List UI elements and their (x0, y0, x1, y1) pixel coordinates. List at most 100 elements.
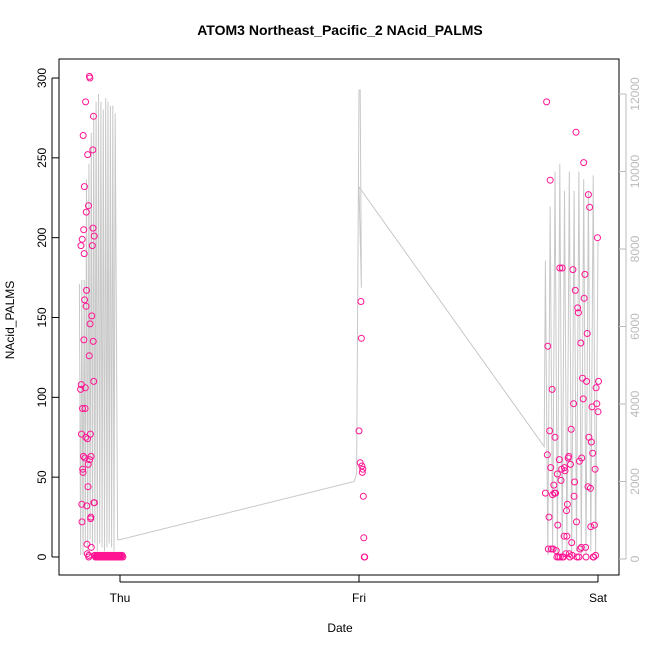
data-point (553, 553, 561, 561)
data-point (556, 264, 564, 272)
data-point (82, 208, 90, 216)
data-point (548, 385, 556, 393)
data-point (86, 74, 94, 82)
y2-tick-label: 12000 (628, 77, 642, 111)
data-point (357, 298, 365, 305)
data-point (594, 408, 602, 416)
points-layer (77, 72, 602, 561)
y-tick-label: 150 (35, 307, 49, 327)
data-point (572, 128, 580, 136)
data-point (77, 242, 85, 250)
y-tick-label: 0 (35, 553, 49, 560)
data-point (361, 553, 369, 561)
data-point (79, 465, 87, 473)
data-point (573, 553, 581, 561)
data-point (85, 352, 93, 360)
data-point (584, 191, 592, 199)
y2-tick-label: 2000 (628, 468, 642, 495)
data-point (594, 234, 601, 242)
data-point (78, 235, 86, 243)
data-point (571, 478, 579, 486)
data-point (569, 266, 577, 274)
data-point (87, 513, 95, 521)
data-point (587, 438, 595, 446)
secondary-line-layer (78, 89, 599, 556)
data-point (582, 543, 590, 551)
secondary-series-line (78, 89, 599, 556)
data-point (82, 433, 90, 441)
data-point (551, 433, 559, 441)
data-point (574, 309, 582, 317)
data-point (546, 427, 554, 435)
data-point (567, 425, 575, 433)
data-point (78, 518, 86, 526)
data-point (595, 377, 602, 385)
data-point (89, 146, 97, 154)
data-point (81, 384, 89, 392)
y-tick-label: 100 (35, 387, 49, 407)
data-point (588, 403, 596, 411)
data-point (556, 553, 564, 561)
data-point (359, 465, 367, 473)
data-point (592, 384, 600, 392)
data-point (563, 507, 570, 515)
data-point (550, 481, 558, 489)
data-point (358, 468, 366, 476)
data-point (554, 521, 562, 529)
data-point (570, 492, 578, 500)
data-point (593, 400, 601, 408)
y2-tick-label: 8000 (628, 235, 642, 262)
data-point (86, 320, 94, 328)
data-point (82, 302, 90, 310)
data-point (561, 467, 569, 475)
data-point (87, 452, 95, 460)
data-point (547, 464, 555, 472)
data-point (582, 553, 590, 561)
data-point (85, 202, 92, 210)
y-tick-label: 50 (35, 470, 49, 484)
data-point (568, 551, 576, 559)
data-point (581, 270, 589, 278)
y2-tick-label: 6000 (628, 313, 642, 340)
data-point (586, 203, 594, 211)
data-point (543, 98, 551, 106)
data-point (553, 470, 561, 478)
data-point (80, 336, 88, 344)
data-point (543, 451, 551, 459)
data-point (558, 264, 566, 272)
data-point (119, 553, 127, 561)
data-point (90, 377, 98, 385)
data-point (79, 452, 87, 460)
data-point (357, 334, 365, 342)
data-point (578, 454, 586, 462)
y2-tick-label: 4000 (628, 390, 642, 417)
data-point (89, 337, 97, 345)
data-point (551, 489, 558, 497)
data-point (574, 304, 582, 312)
data-point (563, 500, 571, 508)
data-point (544, 342, 552, 350)
data-point (90, 232, 98, 240)
y-tick-label: 300 (35, 68, 49, 88)
axes-layer: 0 50 100 150 200 250 300 0 2000 4000 6000 8000 10000… (35, 58, 642, 605)
data-point (81, 405, 89, 412)
data-point (560, 532, 568, 540)
data-point (80, 250, 88, 258)
data-point (83, 550, 91, 558)
data-point (360, 534, 368, 542)
x-tick-label: Sat (589, 591, 608, 605)
data-point (84, 151, 92, 159)
data-point (89, 224, 97, 232)
data-point (87, 543, 95, 551)
data-point (84, 460, 92, 468)
y-tick-label: 250 (35, 148, 49, 168)
chart-title: ATOM3 Northeast_Pacific_2 NAcid_PALMS (197, 22, 483, 38)
data-point (591, 465, 599, 473)
x-tick-label: Fri (352, 591, 366, 605)
data-point (555, 456, 563, 464)
data-point (79, 405, 86, 412)
data-point (77, 385, 85, 393)
data-point (86, 456, 94, 464)
data-point (88, 312, 96, 320)
data-point (546, 176, 554, 184)
